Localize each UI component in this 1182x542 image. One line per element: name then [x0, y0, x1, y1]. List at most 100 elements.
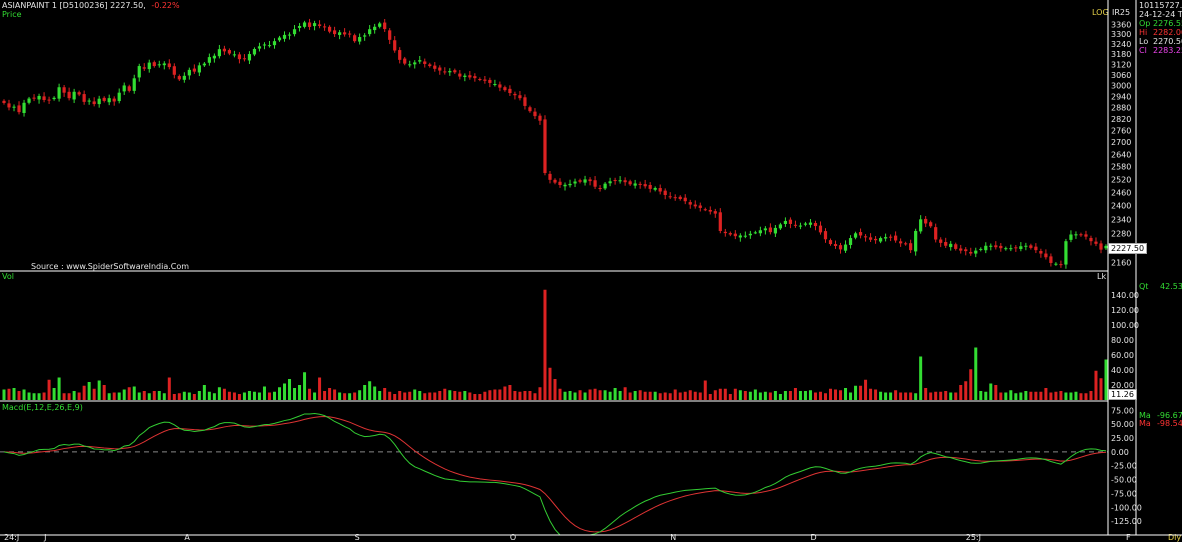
candle-body: [493, 84, 497, 86]
candle-body: [12, 106, 16, 108]
candle: [703, 207, 707, 212]
volume-bar: [708, 394, 712, 400]
volume-bar: [613, 388, 617, 400]
candle-body: [668, 196, 672, 198]
candle: [863, 234, 868, 242]
volume-bar: [733, 388, 737, 400]
candle-body: [753, 232, 757, 234]
candle: [257, 42, 262, 52]
volume-bar: [67, 393, 71, 400]
volume-bar: [608, 391, 612, 400]
candle-body: [573, 181, 577, 184]
candle: [738, 233, 742, 242]
candle-body: [823, 231, 828, 240]
candle: [878, 236, 883, 244]
candle-body: [92, 101, 96, 105]
volume-bar: [788, 391, 792, 400]
volume-bar: [964, 381, 968, 400]
volume-bar: [793, 388, 797, 400]
candle: [969, 247, 973, 256]
volume-bar: [974, 347, 978, 400]
candle-body: [87, 100, 91, 102]
candle: [909, 239, 913, 254]
candle-body: [353, 35, 357, 42]
candle: [448, 68, 452, 76]
price-tick-label: 2940: [1111, 92, 1131, 101]
candle: [638, 181, 642, 189]
candle: [378, 21, 382, 29]
candle-body: [1074, 234, 1078, 236]
volume-bar: [1024, 391, 1028, 400]
volume-tick-label: 60.00: [1111, 351, 1134, 360]
candle: [262, 42, 267, 50]
candle-body: [803, 223, 808, 225]
candle: [307, 18, 312, 30]
macd-tick-label: 50.00: [1111, 420, 1134, 429]
macd-tick-label: -50.00: [1111, 476, 1137, 485]
volume-bar: [583, 392, 587, 400]
candle-body: [979, 248, 983, 250]
volume-bar: [398, 391, 402, 400]
candle-body: [1019, 246, 1023, 249]
candle: [142, 63, 146, 71]
volume-bar: [1089, 391, 1093, 400]
candle: [187, 67, 191, 80]
volume-bar: [503, 386, 507, 400]
info-date: 24-12-24 Tu: [1139, 10, 1182, 19]
candle-body: [728, 233, 732, 235]
interval-label[interactable]: Dly: [1168, 533, 1182, 542]
candle-body: [137, 66, 141, 78]
candle-body: [237, 54, 242, 60]
candle: [949, 240, 953, 251]
candle: [122, 82, 126, 95]
volume-bar: [308, 388, 312, 400]
candle: [894, 231, 898, 243]
price-tick-label: 3240: [1111, 40, 1131, 49]
candle-body: [838, 245, 843, 250]
candle-body: [984, 245, 988, 251]
candle-body: [818, 225, 823, 233]
candle: [1039, 248, 1043, 258]
candle-body: [914, 230, 918, 252]
price-tick-label: 2400: [1111, 202, 1131, 211]
candle-body: [1079, 234, 1083, 236]
log-scale-label[interactable]: LOG: [1092, 8, 1109, 17]
candle-body: [287, 34, 292, 36]
volume-bar: [969, 369, 973, 400]
last-volume-tag: 11.26: [1108, 389, 1137, 400]
volume-bar: [227, 391, 231, 400]
candle: [302, 20, 307, 29]
candle: [828, 238, 833, 246]
candle-body: [423, 61, 427, 64]
volume-bar: [448, 390, 452, 400]
volume-bar: [839, 390, 843, 400]
candle-body: [698, 205, 702, 208]
candle-body: [448, 71, 452, 73]
candle: [493, 79, 497, 87]
candle: [207, 53, 211, 66]
candle-body: [828, 240, 833, 245]
volume-pane-label: Vol: [2, 272, 14, 281]
candle-body: [894, 235, 898, 241]
volume-tick-label: 20.00: [1111, 381, 1134, 390]
candle: [568, 179, 572, 188]
candle-body: [338, 32, 342, 35]
volume-bar: [252, 391, 256, 400]
candle-body: [518, 95, 522, 99]
candle: [22, 99, 26, 117]
candle-body: [904, 243, 908, 245]
candle-body: [583, 179, 587, 183]
candle: [182, 72, 186, 83]
candle: [683, 194, 687, 205]
volume-bar: [573, 392, 577, 400]
volume-axis: 20.00 40.00 60.00 80.00 100.00 120.00 140.00: [1111, 291, 1139, 390]
volume-bar: [438, 391, 442, 400]
candle-body: [257, 46, 262, 49]
info-value: 2276.55: [1153, 19, 1182, 28]
candle: [693, 200, 697, 209]
candle-body: [833, 244, 838, 247]
candle: [7, 99, 11, 111]
volume-bar: [854, 385, 858, 400]
macd-value: -96.67: [1157, 411, 1182, 420]
